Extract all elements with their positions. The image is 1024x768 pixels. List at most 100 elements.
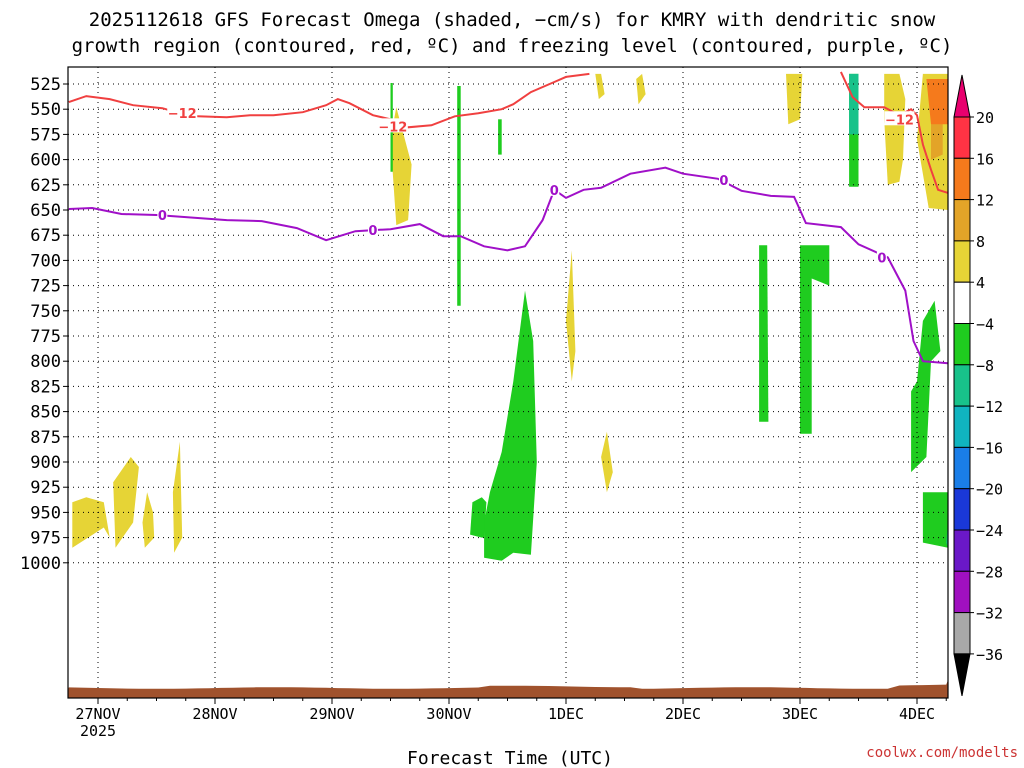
omega-shade-region bbox=[922, 492, 948, 548]
y-tick-label: 575 bbox=[30, 125, 61, 145]
y-tick-label: 525 bbox=[30, 75, 61, 95]
colorbar-label: −36 bbox=[976, 646, 1003, 664]
omega-shade-region bbox=[595, 73, 605, 100]
omega-shade-region bbox=[470, 497, 487, 538]
x-tick-label: 28NOV bbox=[192, 705, 237, 723]
y-tick-label: 925 bbox=[30, 478, 61, 498]
colorbar-segment bbox=[953, 281, 971, 325]
credit-text: coolwx.com/modelts bbox=[866, 745, 1018, 761]
colorbar-label: 20 bbox=[976, 109, 994, 127]
pressure-axis: 525 550 575 600 625 650 675 700 725 750 775 800 825 8… bbox=[20, 75, 68, 574]
time-axis: 27NOV 28NOV 29NOV 30NOV 1DEC 2DEC 3DEC 4DEC bbox=[75, 698, 947, 723]
x-tick-label: 4DEC bbox=[899, 705, 935, 723]
colorbar-bottom-arrow bbox=[953, 653, 971, 696]
omega-shade-region bbox=[911, 300, 941, 473]
colorbar-segment bbox=[953, 446, 971, 490]
omega-shade-region bbox=[786, 73, 803, 125]
colorbar-segment bbox=[953, 116, 971, 159]
x-axis-label: Forecast Time (UTC) bbox=[407, 748, 613, 768]
omega-shade-region bbox=[931, 119, 943, 160]
colorbar-label: −12 bbox=[976, 398, 1003, 416]
y-tick-label: 875 bbox=[30, 428, 61, 448]
omega-shade-region bbox=[142, 492, 155, 548]
contour-label-bg bbox=[157, 207, 168, 222]
omega-shade-region bbox=[800, 245, 830, 434]
colorbar-label: −32 bbox=[976, 605, 1003, 623]
omega-shade-region bbox=[113, 457, 139, 548]
omega-shade-region bbox=[601, 431, 613, 493]
topography-fill bbox=[68, 680, 948, 698]
omega-shade-region bbox=[72, 497, 110, 548]
y-tick-label: 750 bbox=[30, 302, 61, 322]
y-tick-label: 975 bbox=[30, 529, 61, 549]
y-tick-label: 850 bbox=[30, 403, 61, 423]
contour-label-bg bbox=[876, 249, 887, 264]
y-tick-label: 675 bbox=[30, 226, 61, 246]
y-tick-label: 800 bbox=[30, 352, 61, 372]
chart-title-line2: growth region (contoured, red, ºC) and f… bbox=[72, 35, 953, 57]
omega-shade-region bbox=[926, 79, 948, 125]
colorbar-segment bbox=[953, 488, 971, 531]
y-tick-label: 775 bbox=[30, 327, 61, 347]
y-tick-label: 650 bbox=[30, 201, 61, 221]
colorbar-label: −24 bbox=[976, 522, 1003, 540]
contour-label-bg bbox=[367, 222, 378, 237]
freezing-contour-label: 0 bbox=[158, 209, 167, 224]
omega-shade-region bbox=[498, 119, 502, 155]
omega-shade-region bbox=[457, 86, 461, 306]
colorbar-segment bbox=[953, 157, 971, 201]
colorbar-segment bbox=[953, 364, 971, 407]
plot-frame bbox=[67, 66, 949, 699]
colorbar-segment bbox=[953, 529, 971, 572]
colorbar-label: 12 bbox=[976, 192, 994, 210]
omega-shade-region bbox=[884, 73, 906, 185]
colorbar-segment bbox=[953, 323, 971, 366]
y-tick-label: 550 bbox=[30, 100, 61, 120]
dgz-contour-label: −12 bbox=[168, 107, 197, 122]
y-tick-label: 1000 bbox=[20, 554, 61, 574]
colorbar-label: −20 bbox=[976, 481, 1003, 499]
omega-shade-region bbox=[636, 73, 646, 105]
omega-shade-region bbox=[849, 73, 859, 135]
colorbar-segment bbox=[953, 199, 971, 242]
colorbar-segment bbox=[953, 570, 971, 614]
topography bbox=[68, 680, 948, 698]
year-label: 2025 bbox=[80, 722, 116, 740]
contour-label-bg bbox=[167, 105, 198, 120]
dgz-contour-label: −12 bbox=[885, 113, 914, 128]
y-tick-label: 700 bbox=[30, 251, 61, 271]
y-tick-label: 825 bbox=[30, 377, 61, 397]
contour-label-bg bbox=[549, 181, 560, 196]
chart-title-line1: 2025112618 GFS Forecast Omega (shaded, −… bbox=[89, 9, 936, 31]
y-tick-label: 950 bbox=[30, 503, 61, 523]
colorbar-segment bbox=[953, 240, 971, 283]
x-tick-label: 2DEC bbox=[665, 705, 701, 723]
colorbar-label: −4 bbox=[976, 316, 994, 334]
colorbar-label: 16 bbox=[976, 150, 994, 168]
y-tick-label: 600 bbox=[30, 151, 61, 171]
colorbar: 20 16 12 8 4 −4 −8 −12 −16 −20 −24 −28 −32 −36 bbox=[953, 74, 1003, 696]
x-tick-label: 29NOV bbox=[309, 705, 354, 723]
contour-label-bg bbox=[718, 171, 729, 186]
contour-label-bg bbox=[884, 111, 915, 126]
omega-shade-region bbox=[172, 441, 183, 553]
colorbar-label: −28 bbox=[976, 563, 1003, 581]
freezing-contour-label: 0 bbox=[550, 184, 559, 199]
colorbar-segment bbox=[953, 612, 971, 655]
x-tick-label: 3DEC bbox=[782, 705, 818, 723]
grid-lines bbox=[68, 67, 948, 698]
colorbar-label: 8 bbox=[976, 233, 985, 251]
colorbar-label: −16 bbox=[976, 439, 1003, 457]
contour-label-bg bbox=[377, 118, 408, 133]
freezing-contour-label: 0 bbox=[368, 224, 377, 239]
y-tick-label: 900 bbox=[30, 453, 61, 473]
freezing-contour-label: 0 bbox=[719, 174, 728, 189]
colorbar-segment bbox=[953, 405, 971, 448]
freezing-contour-label: 0 bbox=[877, 251, 886, 266]
x-tick-label: 1DEC bbox=[548, 705, 584, 723]
dgz-contour-line bbox=[68, 72, 590, 129]
contour-lines: −12 −12 −12 0 0 0 0 0 bbox=[68, 71, 949, 365]
x-tick-label: 30NOV bbox=[426, 705, 471, 723]
y-tick-label: 625 bbox=[30, 176, 61, 196]
